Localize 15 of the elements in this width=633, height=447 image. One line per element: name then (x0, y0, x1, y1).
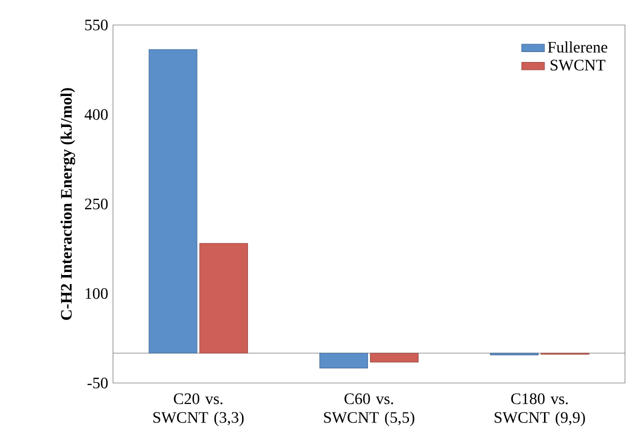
legend-label: Fullerene (548, 41, 608, 53)
x-tick-label: C20 vs. SWCNT (3,3) (153, 393, 244, 426)
legend-label: SWCNT (550, 60, 606, 71)
x-tick-label: C60 vs. SWCNT (5,5) (324, 393, 414, 426)
y-tick-label: 100 (86, 288, 108, 299)
bar (199, 243, 248, 354)
y-tick-label: 250 (85, 198, 108, 210)
y-tick-label: -50 (88, 378, 108, 388)
bar (370, 352, 419, 362)
bar (319, 352, 368, 368)
bar (148, 49, 198, 354)
y-tick-label: 550 (85, 20, 108, 30)
y-axis-title: C-H2 Interaction Energy (kJ/mol) (60, 88, 76, 320)
y-tick-label: 400 (84, 109, 108, 120)
x-tick-label: C180 vs. SWCNT (9,9) (494, 393, 585, 426)
